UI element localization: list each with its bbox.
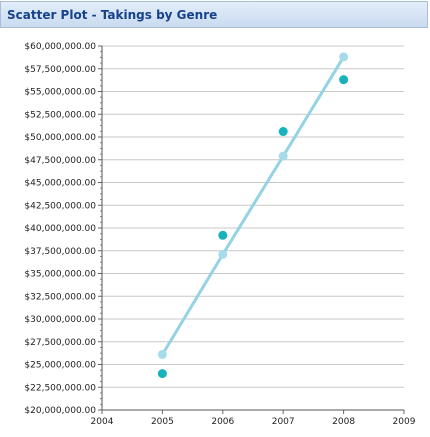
series-2-line [160,55,346,356]
y-tick-label: $32,500,000.00 [24,292,96,302]
y-tick-label: $55,000,000.00 [24,88,96,98]
series-2-point[interactable] [339,52,349,62]
y-tick-label: $60,000,000.00 [24,42,96,52]
x-tick-label: 2009 [393,417,416,427]
panel-title-bar: Scatter Plot - Takings by Genre [0,1,428,28]
scatter-plot: $20,000,000.00 $22,500,000.00 $25,000,000.… [24,42,416,427]
y-tick-label: $42,500,000.00 [24,201,96,211]
x-tick-label: 2006 [211,417,234,427]
series-1-point[interactable] [218,230,228,240]
series-1-point[interactable] [157,369,167,379]
y-tick-label: $52,500,000.00 [24,110,96,120]
series-2-point[interactable] [278,151,288,161]
series-2-point[interactable] [218,249,228,259]
y-tick-label: $25,000,000.00 [24,361,96,371]
x-tick-label: 2007 [272,417,295,427]
series-2-point[interactable] [157,349,167,359]
x-tick-label: 2005 [151,417,174,427]
x-tick-label: 2004 [91,417,114,427]
y-tick-label: $47,500,000.00 [24,156,96,166]
y-tick-label: $30,000,000.00 [24,315,96,325]
y-tick-label: $45,000,000.00 [24,179,96,189]
y-tick-label: $20,000,000.00 [24,406,96,416]
y-tick-label: $22,500,000.00 [24,383,96,393]
y-tick-label: $27,500,000.00 [24,338,96,348]
chart-title: Scatter Plot - Takings by Genre [7,8,218,22]
series-1-point[interactable] [339,75,349,85]
series-1-point[interactable] [278,127,288,137]
x-tick-label: 2008 [332,417,355,427]
y-tick-label: $50,000,000.00 [24,133,96,143]
y-tick-label: $40,000,000.00 [24,224,96,234]
y-tick-label: $57,500,000.00 [24,65,96,75]
y-tick-label: $37,500,000.00 [24,247,96,257]
y-tick-label: $35,000,000.00 [24,270,96,280]
